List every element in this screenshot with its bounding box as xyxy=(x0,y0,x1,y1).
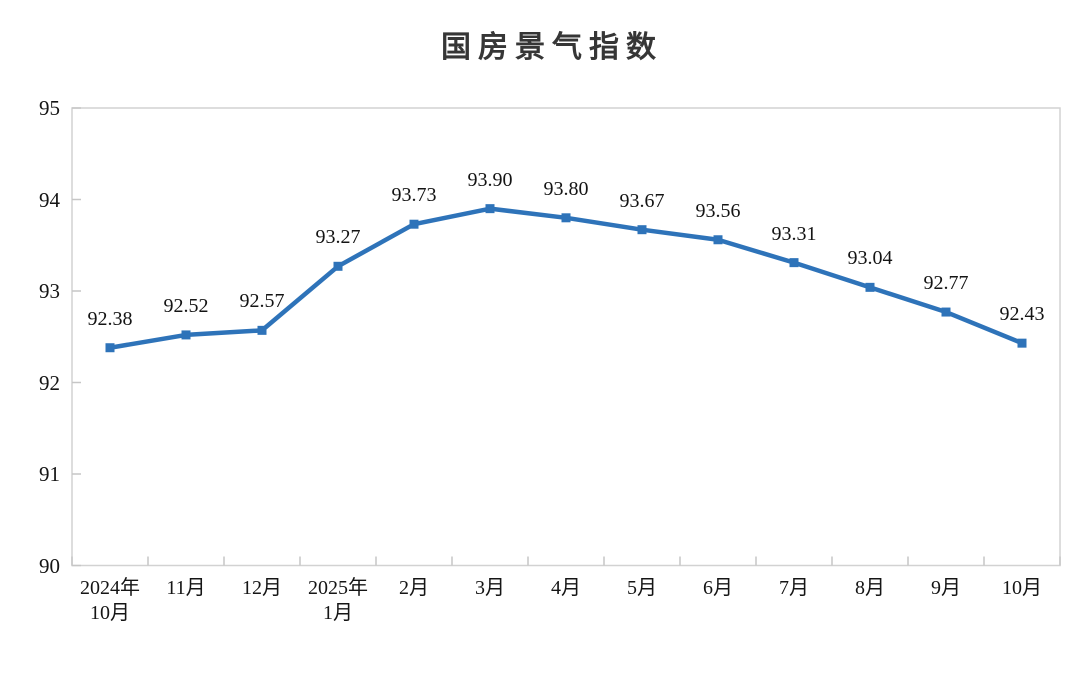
x-tick-label: 6月 xyxy=(703,577,733,599)
data-label: 93.31 xyxy=(771,222,817,245)
x-tick-label: 10月 xyxy=(1002,577,1042,599)
x-tick-label: 4月 xyxy=(551,577,581,599)
x-tick-label: 12月 xyxy=(242,577,282,599)
line-series xyxy=(107,206,1025,350)
data-point-marker xyxy=(865,282,875,292)
x-tick-label: 11月 xyxy=(166,577,206,599)
x-tick-label: 7月 xyxy=(779,577,809,599)
data-label: 93.04 xyxy=(847,247,893,270)
data-point-marker xyxy=(333,261,343,271)
data-point-marker xyxy=(105,343,115,353)
data-point-marker xyxy=(941,307,951,317)
data-point-marker xyxy=(409,219,419,229)
y-tick-label: 93 xyxy=(39,279,60,303)
data-label: 93.73 xyxy=(391,184,437,207)
data-label: 93.67 xyxy=(619,189,665,212)
x-tick-label: 2月 xyxy=(399,577,429,599)
data-point-marker xyxy=(637,225,647,235)
data-point-marker xyxy=(485,204,495,214)
data-label: 92.52 xyxy=(163,294,209,317)
data-label: 92.77 xyxy=(923,272,969,295)
x-tick-label: 8月 xyxy=(855,577,885,599)
y-tick-label: 95 xyxy=(39,96,60,120)
data-point-marker xyxy=(257,325,267,335)
plot-border xyxy=(71,107,1061,567)
data-label: 93.56 xyxy=(695,199,741,222)
y-tick-label: 91 xyxy=(39,462,60,486)
data-label: 93.80 xyxy=(543,177,589,200)
x-tick-label: 5月 xyxy=(627,577,657,599)
x-tick-label: 3月 xyxy=(475,577,505,599)
data-label: 92.43 xyxy=(999,303,1045,326)
x-tick-label: 2024年 10月 xyxy=(80,577,140,624)
x-tick-label: 9月 xyxy=(931,577,961,599)
data-point-marker xyxy=(789,258,799,268)
x-tick-label: 2025年 1月 xyxy=(308,577,368,624)
data-label: 92.57 xyxy=(239,290,285,313)
y-tick-label: 94 xyxy=(39,187,60,212)
y-tick-label: 92 xyxy=(39,370,60,395)
chart-title: 国房景气指数 xyxy=(441,31,663,64)
data-point-marker xyxy=(1017,338,1027,348)
data-point-marker xyxy=(713,235,723,245)
data-point-marker xyxy=(561,213,571,223)
data-label: 92.38 xyxy=(87,307,133,330)
data-label: 93.27 xyxy=(315,226,361,249)
data-point-marker xyxy=(181,330,191,340)
data-label: 93.90 xyxy=(467,168,513,191)
y-tick-label: 90 xyxy=(39,553,60,578)
